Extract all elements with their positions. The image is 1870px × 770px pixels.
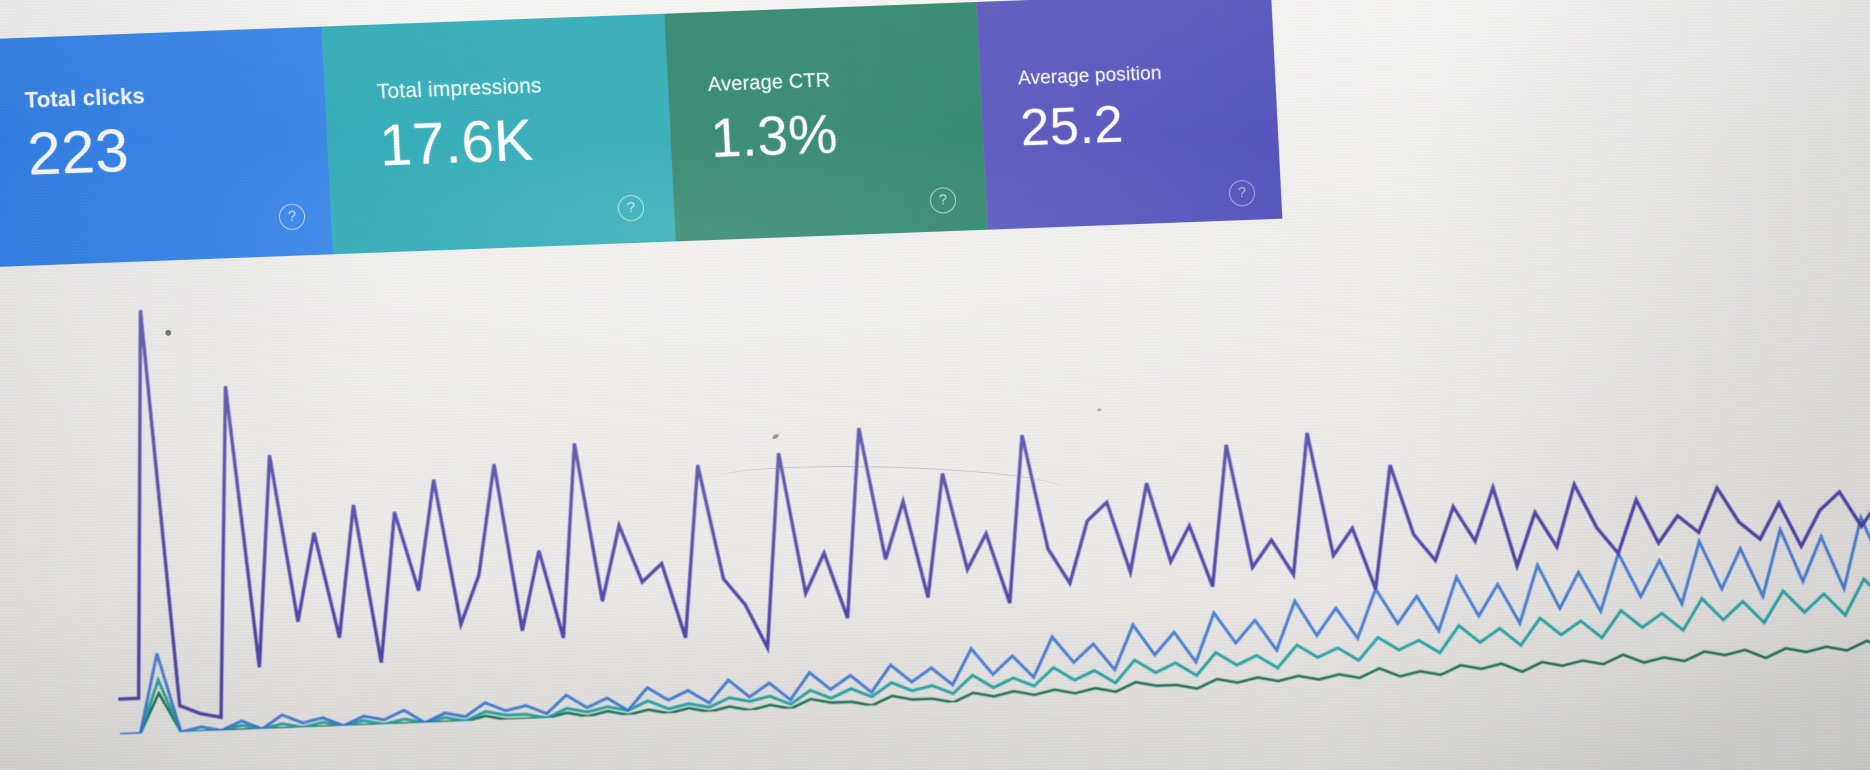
metric-card-average-ctr[interactable]: Average CTR 1.3% ?: [664, 1, 988, 242]
question-mark-circle-icon[interactable]: ?: [929, 186, 957, 214]
metric-card-label: Average CTR: [707, 69, 831, 97]
metric-card-value: 1.3%: [709, 102, 840, 170]
metric-card-value: 17.6K: [377, 107, 535, 179]
metric-card-label: Average position: [1017, 63, 1163, 90]
metric-card-average-position[interactable]: Average position 25.2 ?: [976, 0, 1283, 230]
metric-card-total-clicks[interactable]: Total clicks 223 ?: [0, 26, 333, 268]
chart-series-line: [118, 309, 1870, 720]
performance-chart-svg: [118, 309, 1870, 736]
question-mark-circle-icon[interactable]: ?: [1228, 179, 1256, 207]
metric-card-value: 25.2: [1019, 95, 1125, 158]
metric-card-label: Total impressions: [376, 74, 543, 104]
chart-series-line: [119, 520, 1870, 736]
metric-card-total-impressions[interactable]: Total impressions 17.6K ?: [321, 13, 676, 255]
dust-speck: [165, 329, 172, 336]
question-mark-circle-icon[interactable]: ?: [617, 194, 645, 222]
question-mark-circle-icon[interactable]: ?: [278, 203, 306, 231]
performance-chart[interactable]: [0, 198, 1870, 739]
metric-card-value: 223: [25, 116, 131, 188]
dust-speck: [1097, 408, 1102, 412]
chart-series-line: [119, 489, 1870, 736]
metric-card-label: Total clicks: [24, 83, 146, 113]
